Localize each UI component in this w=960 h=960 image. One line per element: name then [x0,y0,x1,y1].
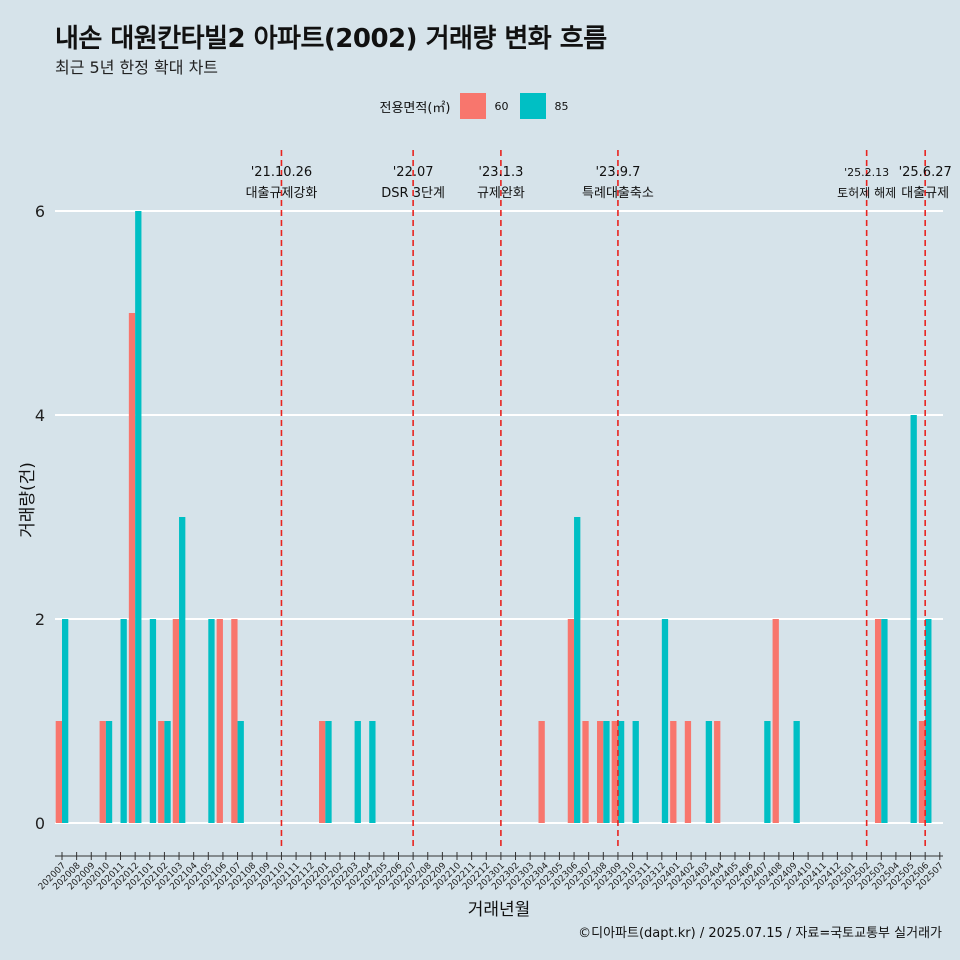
bar-85-202506 [925,619,932,823]
event-label-202502: 토허제 해제 [837,186,896,200]
event-label-202207: DSR 3단계 [381,186,445,201]
chart-subtitle: 최근 5년 한정 확대 차트 [55,58,219,77]
bar-60-202307 [582,721,589,823]
bar-85-202310 [632,721,639,823]
bar-85-202204 [369,721,376,823]
bar-85-202308 [603,721,610,823]
legend-label-85: 85 [554,99,569,113]
bar-85-202201 [325,721,332,823]
bar-85-202203 [354,721,361,823]
bar-60-202304 [538,721,545,823]
bar-60-202107 [231,619,238,823]
bar-60-202201 [319,721,326,823]
bar-85-202312 [661,619,669,823]
bar-60-202503 [874,619,882,823]
event-date-202110: '21.10.26 [251,165,312,180]
bar-60-202102 [158,721,165,823]
bar-85-202409 [793,721,800,823]
bar-60-202402 [684,721,692,823]
bar-85-202103 [179,517,186,823]
bar-85-202101 [149,619,157,823]
event-label-202506: 대출규제 [901,186,949,201]
bar-85-202407 [764,721,771,823]
bar-60-202408 [772,619,779,823]
y-axis-label: 거래량(건) [18,462,38,538]
bar-85-202403 [705,721,713,823]
legend-title: 전용면적(㎡) [379,100,451,116]
event-label-202309: 특례대출축소 [582,186,654,201]
bar-60-202401 [670,721,677,823]
event-date-202506: '25.6.27 [899,165,952,180]
bar-60-202306 [567,619,575,823]
event-date-202301: '23.1.3 [478,165,523,180]
bar-60-202103 [172,619,180,823]
legend: 전용면적(㎡) 60 85 [0,93,960,119]
event-date-202207: '22.07 [393,165,434,180]
legend-label-60: 60 [494,99,509,113]
y-tick-label: 0 [35,814,45,833]
bar-85-202505 [910,415,917,823]
y-tick-label: 4 [35,406,45,425]
bar-85-202107 [237,721,244,823]
bar-60-202404 [714,721,721,823]
bar-60-202506 [918,721,926,823]
y-tick-label: 6 [35,202,45,221]
bar-85-202309 [617,721,625,823]
legend-key-60 [460,93,487,119]
event-label-202110: 대출규제강화 [246,186,318,201]
bar-85-202105 [208,619,215,823]
bar-60-202007 [55,721,62,823]
bar-60-202309 [611,721,618,823]
legend-item-85: 85 [520,93,572,119]
bar-85-202306 [574,517,581,823]
bar-85-202503 [881,619,888,823]
bar-85-202011 [120,619,127,823]
bar-60-202106 [216,619,223,823]
event-date-202309: '23.9.7 [595,165,640,180]
event-label-202301: 규제완화 [477,186,525,201]
legend-item-60: 60 [460,93,512,119]
x-axis-label: 거래년월 [468,900,531,920]
bar-85-202007 [62,619,69,823]
bar-60-202010 [99,721,106,823]
bar-60-202012 [128,313,136,823]
y-tick-label: 2 [35,610,45,629]
bar-60-202308 [597,721,604,823]
bar-85-202010 [105,721,113,823]
chart-title: 내손 대원칸타빌2 아파트(2002) 거래량 변화 흐름 [55,24,607,54]
event-date-202502: '25.2.13 [844,166,889,179]
bar-85-202012 [135,211,142,823]
bar-85-202102 [164,721,171,823]
source-caption: ©디아파트(dapt.kr) / 2025.07.15 / 자료=국토교통부 실… [578,926,942,941]
legend-key-85 [520,93,547,119]
